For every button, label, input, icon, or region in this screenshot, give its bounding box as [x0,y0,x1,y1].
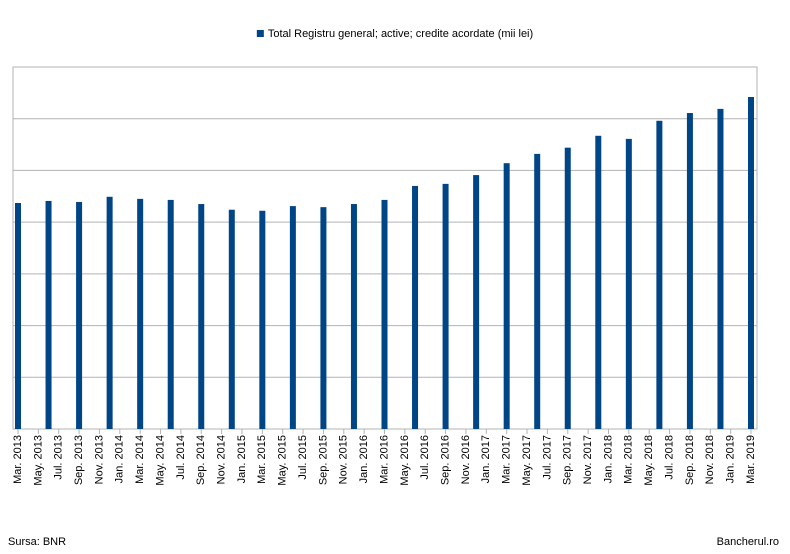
x-tick-label: Nov. 2013 [93,435,105,484]
x-tick-label: Jul. 2018 [663,435,675,480]
x-tick-label: Jul. 2014 [175,435,187,480]
bar [564,147,571,429]
bar [625,138,632,429]
source: Sursa: BNR [8,536,66,548]
x-tick-label: May. 2016 [399,435,411,486]
bar [106,196,113,429]
x-tick-label: May. 2014 [154,435,166,486]
x-tick-label: May. 2017 [521,435,533,486]
x-tick-label: Mar. 2013 [12,435,24,484]
bar [503,163,510,429]
bar [656,120,663,429]
bar [534,153,541,429]
x-tick-label: May. 2013 [32,435,44,486]
bar [198,204,205,429]
bar [381,199,388,429]
x-tick-label: Mar. 2016 [378,435,390,484]
bar [76,201,83,429]
bar [15,203,21,429]
bar [442,183,449,429]
x-tick-label: Mar. 2019 [745,435,757,484]
legend-label: Total Registru general; active; credite … [268,28,533,40]
bar [228,209,235,429]
x-tick-label: Sep. 2015 [317,435,329,485]
x-tick-label: Mar. 2017 [501,435,513,484]
bar [259,210,266,429]
x-tick-label: Jul. 2015 [297,435,309,480]
x-tick-label: Mar. 2018 [623,435,635,484]
x-tick-label: Nov. 2015 [338,435,350,484]
x-tick-label: May. 2015 [277,435,289,486]
bar [473,175,480,429]
bar [167,199,174,429]
x-tick-label: Sep. 2013 [73,435,85,485]
x-tick-label: Sep. 2016 [439,435,451,485]
bar [748,96,754,429]
x-tick-label: Mar. 2014 [134,435,146,484]
bar [717,108,724,429]
x-tick-label: Jul. 2013 [53,435,65,480]
x-tick-label: Jan. 2015 [236,435,248,483]
x-tick-label: Jan. 2016 [358,435,370,483]
bar [45,200,52,429]
x-tick-label: Nov. 2018 [704,435,716,484]
x-tick-label: Jan. 2017 [480,435,492,483]
x-tick-label: Sep. 2017 [562,435,574,485]
bar [137,198,144,429]
x-tick-label: Jul. 2016 [419,435,431,480]
bar [412,185,419,429]
x-tick-label: Nov. 2017 [582,435,594,484]
x-tick-label: Nov. 2016 [460,435,472,484]
legend-swatch [256,30,264,37]
bar [595,135,602,429]
bar [289,206,296,429]
x-tick-label: Jan. 2019 [725,435,737,483]
x-tick-label: Jan. 2018 [602,435,614,483]
bar [686,113,693,430]
x-tick-label: May. 2018 [643,435,655,486]
bar [320,207,327,429]
x-tick-label: Nov. 2014 [216,435,228,484]
x-tick-label: Sep. 2018 [684,435,696,485]
credit: Bancherul.ro [717,536,779,548]
x-tick-label: Jul. 2017 [541,435,553,480]
bar [350,204,357,429]
x-tick-label: Sep. 2014 [195,435,207,485]
x-tick-label: Mar. 2015 [256,435,268,484]
x-tick-label: Jan. 2014 [114,435,126,483]
